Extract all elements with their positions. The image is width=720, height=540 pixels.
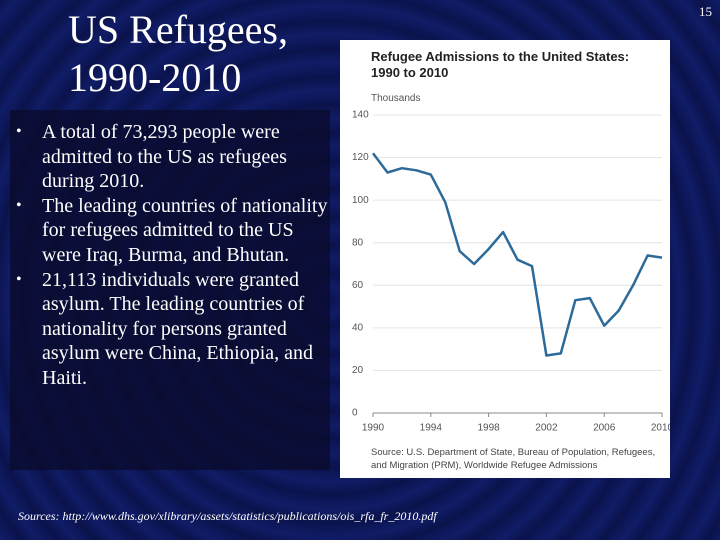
- chart-title: Refugee Admissions to the United States:…: [371, 49, 630, 80]
- y-tick-label: 80: [352, 237, 364, 248]
- y-tick-label: 20: [352, 365, 364, 376]
- x-tick-label: 2006: [593, 423, 616, 434]
- slide-title: US Refugees, 1990-2010: [68, 7, 288, 100]
- bullet-box: A total of 73,293 people were admitted t…: [10, 110, 330, 470]
- x-tick-label: 1998: [477, 423, 500, 434]
- x-tick-label: 1994: [420, 423, 443, 434]
- x-tick-label: 2010: [651, 423, 670, 434]
- x-tick-label: 1990: [362, 423, 385, 434]
- bullet: The leading countries of nationality for…: [16, 194, 330, 268]
- chart: 0 20 40 60 80 100 120 140 1990 1994 1998 2002 2006 20…: [340, 40, 670, 478]
- y-axis-label: Thousands: [371, 93, 421, 104]
- x-tick-label: 2002: [535, 423, 558, 434]
- y-tick-label: 120: [352, 152, 369, 163]
- chart-plot: 0 20 40 60 80 100 120 140 1990 1994 1998 2002 2006 20…: [352, 110, 670, 434]
- y-tick-label: 140: [352, 110, 369, 121]
- sources: Sources: http://www.dhs.gov/xlibrary/ass…: [18, 509, 437, 523]
- y-tick-label: 40: [352, 322, 364, 333]
- bullet-list: A total of 73,293 people were admitted t…: [10, 110, 330, 391]
- y-tick-label: 0: [352, 408, 358, 419]
- y-tick-label: 100: [352, 195, 369, 206]
- bullet: A total of 73,293 people were admitted t…: [16, 120, 330, 194]
- bullet: 21,113 individuals were granted asylum. …: [16, 268, 330, 391]
- page-number: 15: [699, 4, 712, 19]
- chart-source: Source: U.S. Department of State, Bureau…: [371, 447, 656, 471]
- data-line: [372, 152, 663, 357]
- y-tick-label: 60: [352, 280, 364, 291]
